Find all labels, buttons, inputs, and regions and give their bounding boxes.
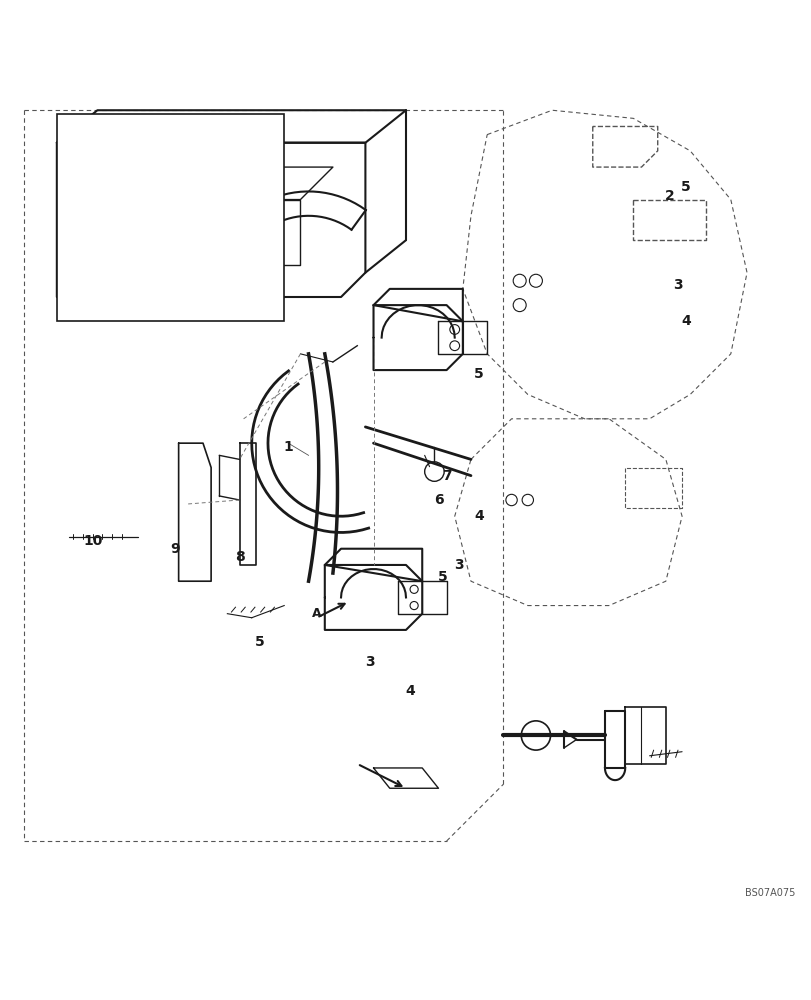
Text: 3: 3 — [453, 558, 463, 572]
Text: 3: 3 — [364, 655, 374, 669]
Text: 4: 4 — [474, 509, 483, 523]
Text: 11: 11 — [100, 249, 119, 263]
Text: 4: 4 — [680, 314, 690, 328]
Text: 1: 1 — [283, 440, 293, 454]
Text: 7: 7 — [441, 469, 451, 483]
Bar — [57, 114, 284, 321]
Text: 5: 5 — [680, 180, 690, 194]
Text: 5: 5 — [437, 570, 447, 584]
Text: A: A — [311, 607, 321, 620]
Text: 4: 4 — [405, 684, 414, 698]
Text: BS07A075: BS07A075 — [744, 888, 795, 898]
Text: 10: 10 — [84, 534, 103, 548]
Text: 9: 9 — [169, 542, 179, 556]
Text: A ~: A ~ — [81, 124, 105, 137]
Text: 5: 5 — [474, 367, 483, 381]
Text: 6: 6 — [433, 493, 443, 507]
Text: 8: 8 — [234, 550, 244, 564]
Text: 13: 13 — [92, 144, 111, 158]
Text: 5: 5 — [255, 635, 264, 649]
Text: 3: 3 — [672, 278, 682, 292]
Text: 12: 12 — [173, 132, 192, 146]
Text: 2: 2 — [664, 189, 674, 203]
